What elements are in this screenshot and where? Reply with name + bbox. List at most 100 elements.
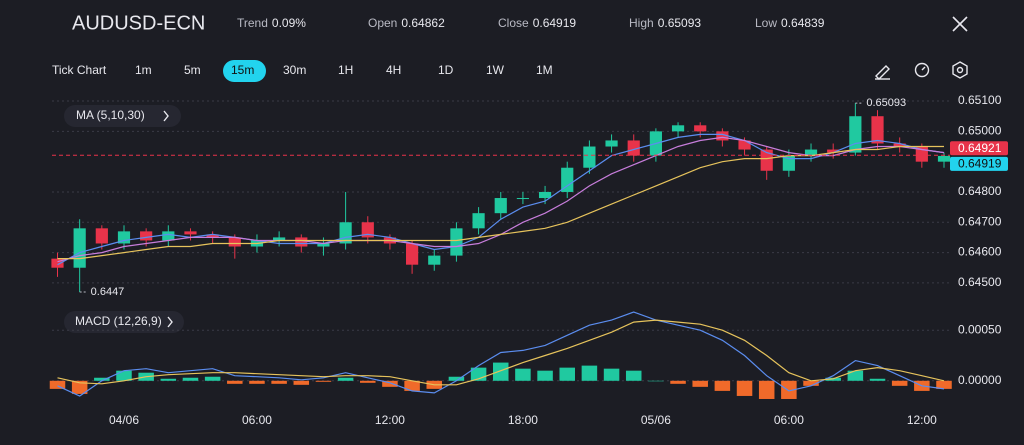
- macd-histogram-bar: [49, 380, 66, 389]
- draw-icon[interactable]: [875, 65, 890, 80]
- macd-histogram-bar: [603, 368, 620, 381]
- macd-legend-box[interactable]: [64, 311, 184, 333]
- candle-body: [406, 243, 419, 265]
- close-icon[interactable]: [952, 16, 968, 32]
- x-tick-label: 18:00: [508, 413, 538, 427]
- candle-body: [538, 191, 552, 199]
- candle-body: [428, 255, 441, 265]
- macd-histogram-bar: [515, 368, 531, 381]
- x-tick-label: 04/06: [109, 413, 139, 427]
- candle-body: [849, 116, 862, 153]
- macd-histogram-bar: [315, 380, 332, 382]
- timeframe-button[interactable]: 15m: [231, 63, 254, 77]
- x-tick-label: 06:00: [774, 413, 804, 427]
- candle-body: [738, 140, 751, 150]
- timeframe-button[interactable]: 1m: [135, 63, 152, 77]
- settings-icon[interactable]: [952, 61, 968, 79]
- candle-body: [95, 228, 108, 244]
- macd-histogram-bar: [360, 380, 376, 383]
- timeframe-button[interactable]: 30m: [283, 63, 306, 77]
- timeframe-button[interactable]: 1D: [438, 63, 454, 77]
- candle-body: [228, 237, 241, 247]
- macd-histogram-bar: [182, 377, 199, 381]
- candle-body: [317, 243, 330, 247]
- macd-histogram-bar: [648, 380, 664, 382]
- candle-body: [782, 155, 795, 171]
- macd-histogram-bar: [492, 362, 509, 381]
- timer-icon[interactable]: [914, 62, 930, 78]
- macd-label: MACD (12,26,9): [75, 314, 162, 328]
- macd-histogram-bar: [891, 380, 908, 386]
- timeframe-button[interactable]: 4H: [386, 63, 401, 77]
- candle-body: [627, 140, 640, 156]
- price-tag-label: 0.64919: [958, 157, 1002, 171]
- stat-value: 0.65093: [658, 16, 702, 30]
- timeframe-button[interactable]: 1H: [338, 63, 353, 77]
- macd-histogram-bar: [714, 380, 731, 391]
- candle-body: [273, 237, 286, 241]
- symbol-title: AUDUSD-ECN: [72, 12, 205, 34]
- stat-label: Low: [755, 16, 777, 30]
- candle-body: [804, 149, 818, 156]
- timeframe-button[interactable]: 1W: [486, 63, 505, 77]
- macd-histogram-bar: [692, 380, 708, 387]
- x-tick-label: 12:00: [907, 413, 937, 427]
- macd-histogram-bar: [581, 365, 598, 381]
- ma-legend-box[interactable]: [64, 105, 181, 127]
- timeframe-button[interactable]: Tick Chart: [52, 63, 107, 77]
- annotation-label: 0.65093: [866, 97, 906, 109]
- candle-body: [494, 198, 507, 214]
- candle-body: [295, 237, 308, 247]
- stat-value: 0.09%: [272, 16, 306, 30]
- macd-chevron: [167, 316, 173, 328]
- y-tick-label: 0.64600: [958, 245, 1002, 259]
- ma-line: [57, 133, 945, 266]
- macd-histogram-bar: [116, 370, 132, 381]
- candle-body: [140, 231, 153, 241]
- macd-histogram-bar: [382, 380, 398, 387]
- candle-body: [516, 198, 530, 200]
- candle-body: [51, 258, 64, 268]
- signal-line: [57, 319, 945, 386]
- candle-body: [937, 155, 951, 162]
- macd-histogram-bar: [936, 380, 952, 389]
- candle-body: [162, 231, 175, 241]
- macd-histogram-bar: [337, 377, 354, 381]
- candle-body: [605, 140, 618, 147]
- macd-histogram-bar: [625, 370, 642, 381]
- x-tick-label: 05/06: [641, 413, 671, 427]
- annotation-label: 0.6447: [91, 286, 125, 298]
- ma-label: MA (5,10,30): [76, 108, 145, 122]
- candle-body: [472, 213, 485, 229]
- macd-histogram-bar: [869, 378, 886, 381]
- macd-line: [57, 311, 945, 397]
- candle-body: [450, 228, 463, 256]
- candle-body: [73, 228, 86, 268]
- price-tag: [950, 156, 1008, 171]
- macd-histogram-bar: [160, 378, 177, 381]
- candle-body: [184, 231, 197, 235]
- macd-histogram-bar: [271, 380, 287, 384]
- candle-body: [871, 116, 884, 144]
- candle-body: [827, 149, 840, 153]
- candle-body: [583, 146, 596, 168]
- timeframe-selected: [223, 60, 266, 82]
- macd-histogram-bar: [293, 380, 310, 385]
- x-tick-label: 12:00: [375, 413, 405, 427]
- y-tick-label: 0.64800: [958, 184, 1002, 198]
- macd-histogram-bar: [803, 380, 819, 386]
- timeframe-button[interactable]: 1M: [536, 63, 553, 77]
- macd-tick-label: 0.00000: [958, 373, 1002, 387]
- candle-body: [206, 234, 219, 238]
- macd-histogram-bar: [204, 376, 221, 381]
- price-tag-label: 0.64921: [958, 141, 1002, 155]
- timeframe-button[interactable]: 5m: [184, 63, 201, 77]
- macd-histogram-bar: [559, 367, 575, 381]
- price-tag: [950, 141, 1008, 156]
- macd-histogram-bar: [736, 380, 753, 396]
- macd-histogram-bar: [758, 380, 775, 399]
- stat-label: Trend: [237, 16, 268, 30]
- macd-histogram-bar: [847, 370, 864, 381]
- macd-histogram-bar: [94, 377, 110, 381]
